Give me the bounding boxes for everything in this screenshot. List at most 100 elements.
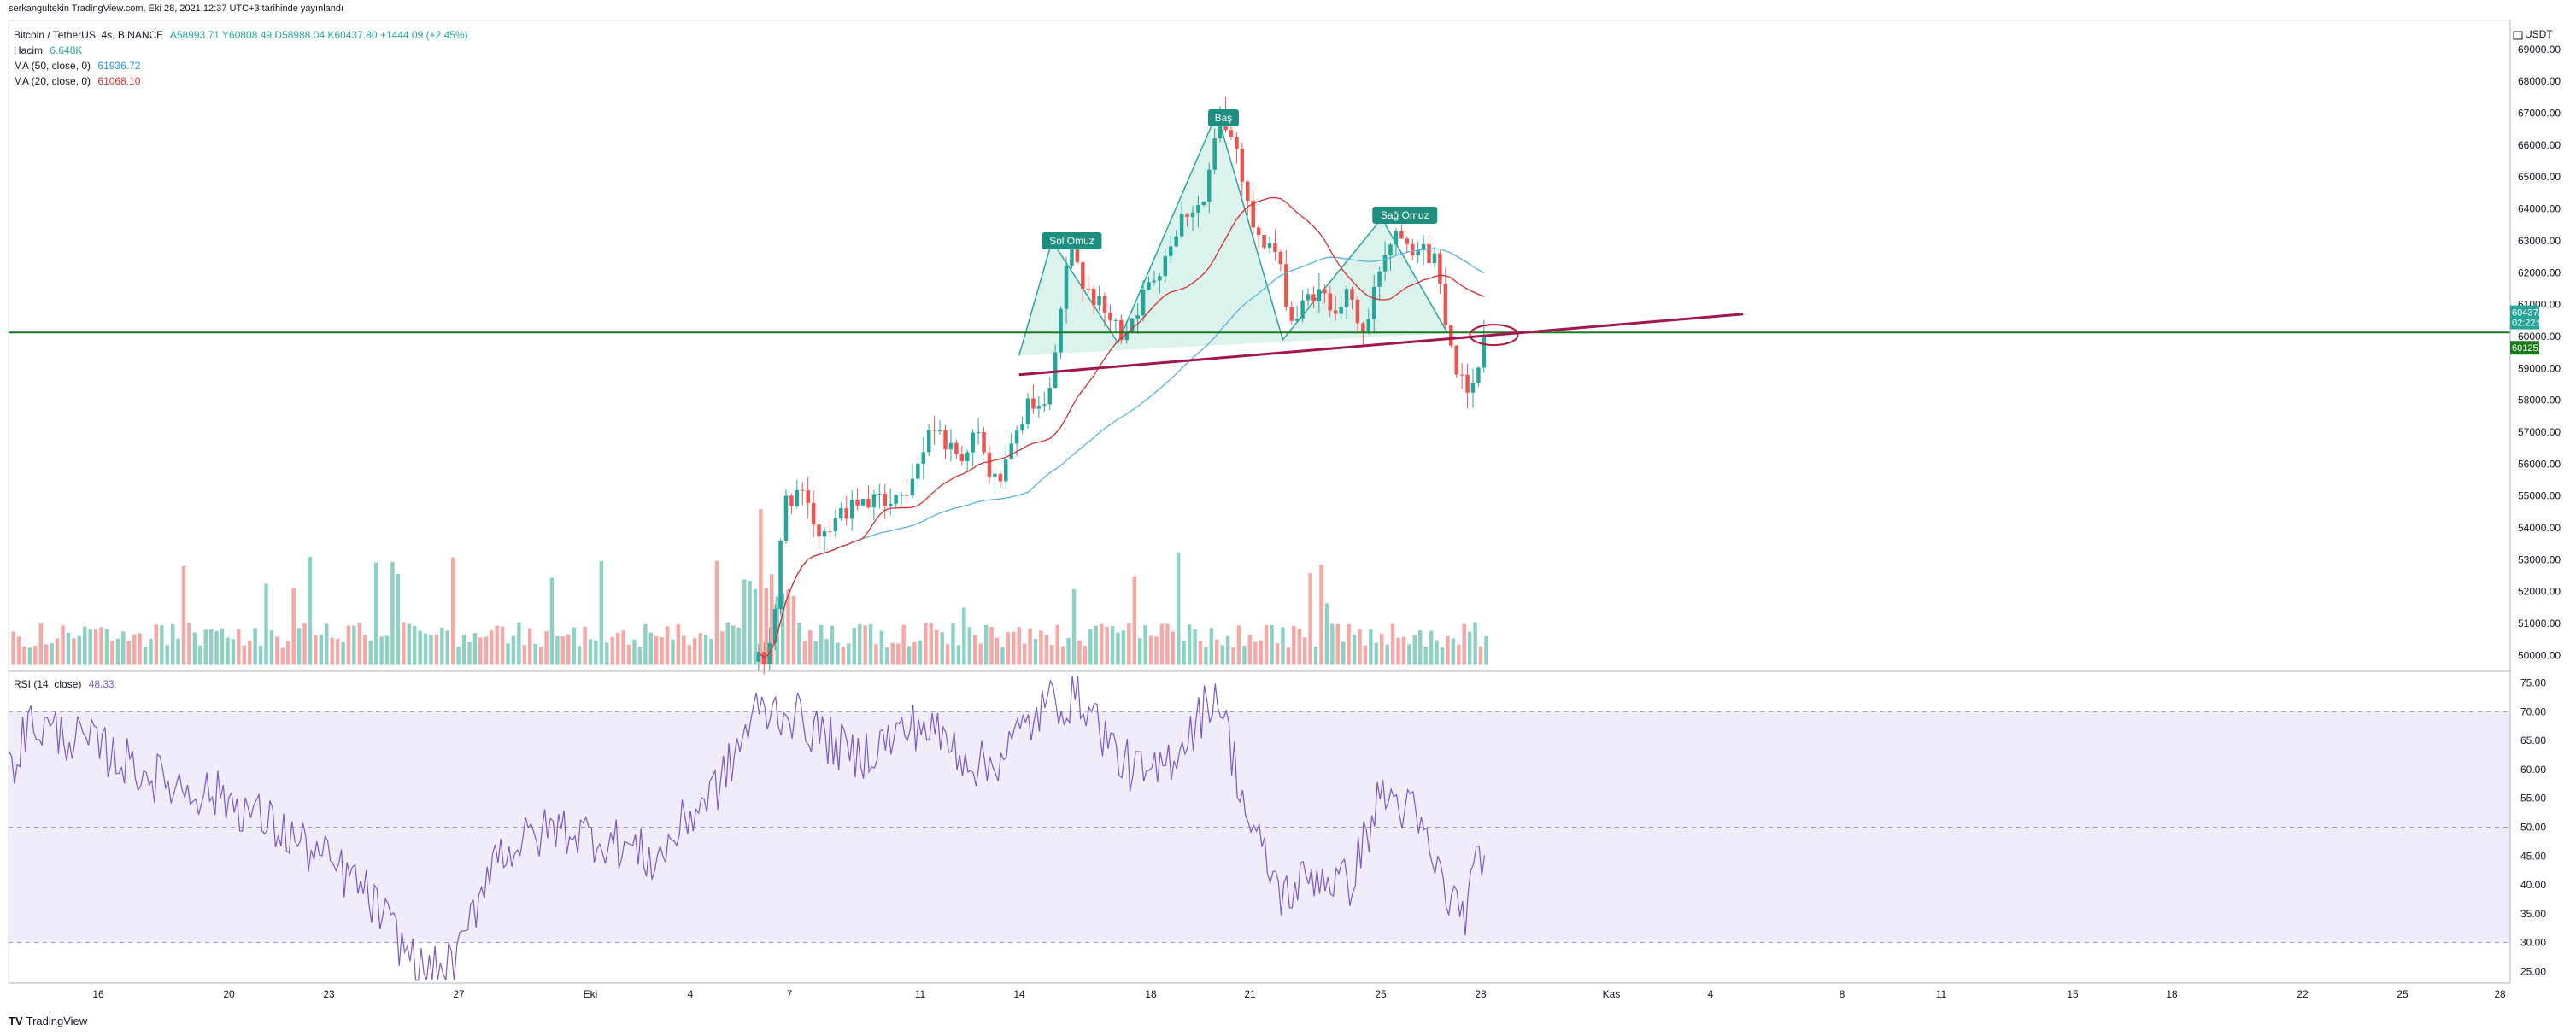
volume-bar	[82, 626, 87, 665]
volume-bar	[302, 623, 307, 665]
rsi-legend[interactable]: RSI (14, close) 48.33	[14, 678, 119, 690]
head-label-box	[1207, 109, 1239, 126]
volume-bar	[296, 628, 302, 665]
volume-bar	[687, 645, 692, 665]
volume-bar	[1154, 636, 1159, 665]
candle-body	[1421, 243, 1426, 251]
candle-body	[1262, 234, 1266, 248]
candle-body	[811, 502, 816, 525]
volume-bar	[1417, 630, 1423, 665]
volume-bar	[1012, 631, 1016, 665]
volume-bar	[368, 640, 373, 665]
volume-bar	[676, 623, 681, 665]
candle-body	[1108, 313, 1112, 321]
volume-bar	[407, 623, 411, 665]
volume-bar	[132, 634, 137, 665]
trend-lines	[9, 313, 2510, 377]
volume-bar	[1071, 588, 1077, 665]
volume-bar	[830, 625, 835, 665]
candle-body	[1163, 255, 1168, 277]
time-tick-label: 8	[1840, 988, 1845, 1000]
candle-body	[1355, 299, 1360, 324]
candle-body	[1102, 296, 1107, 313]
volume-bar	[847, 643, 851, 665]
volume-bar	[99, 627, 103, 665]
volume-bar	[341, 641, 345, 665]
chart-legend: Bitcoin / TetherUS, 4s, BINANCE A58993.7…	[14, 27, 472, 89]
volume-bar	[907, 646, 912, 665]
volume-bar	[995, 637, 1000, 665]
symbol-name[interactable]: Bitcoin / TetherUS, 4s, BINANCE	[14, 29, 164, 41]
volume-bar	[610, 636, 614, 665]
volume-bar	[237, 629, 241, 665]
volume-bar	[605, 642, 609, 665]
volume-bar	[956, 645, 961, 665]
candle-body	[1059, 308, 1063, 353]
volume-bar	[1022, 643, 1027, 665]
pane-frame	[8, 20, 2511, 984]
ohlc-values: A58993.71 Y60808.49 D58988.04 K60437.80 …	[169, 29, 468, 41]
volume-bar	[1000, 647, 1005, 665]
candle-body	[1454, 345, 1458, 375]
volume-bar	[269, 630, 274, 665]
volume-bar	[1083, 646, 1088, 665]
ma20-row[interactable]: MA (20, close, 0) 61068.10	[14, 73, 472, 89]
volume-bar	[1006, 632, 1011, 665]
price-axis[interactable]: 69000.00 68000.00 67000.00 66000.00 65000.00…	[2510, 28, 2561, 977]
candle-body	[1399, 231, 1404, 239]
ma50-value: 61936.72	[97, 60, 141, 72]
volume-bars	[11, 509, 1488, 665]
volume-bar	[352, 625, 356, 665]
volume-bar	[1335, 623, 1341, 665]
candle-body	[1482, 335, 1487, 368]
candle-body	[839, 508, 843, 519]
candle-body	[1306, 294, 1311, 301]
candle-body	[1086, 288, 1090, 290]
tradingview-logo[interactable]: TV TradingView	[9, 1015, 87, 1027]
candle-body	[905, 495, 909, 496]
symbol-row[interactable]: Bitcoin / TetherUS, 4s, BINANCE A58993.7…	[14, 27, 472, 43]
volume-bar	[1401, 636, 1406, 665]
candle-body	[778, 541, 783, 609]
ma50-row[interactable]: MA (50, close, 0) 61936.72	[14, 58, 472, 73]
candle-body	[998, 473, 1003, 482]
candle-body	[921, 452, 926, 464]
right-shoulder-label-box	[1372, 207, 1438, 224]
volume-bar	[1247, 635, 1253, 665]
volume-bar	[852, 627, 856, 665]
volume-bar	[1347, 623, 1351, 665]
time-axis[interactable]: 16 20 23 27 Eki 4 7 11 14 18 21 25 28 Kas 4 8 11 15 18 22 25…	[92, 988, 2506, 1000]
volume-bar	[308, 556, 313, 665]
volume-bar	[770, 574, 774, 665]
candle-body	[1328, 293, 1333, 311]
volume-row[interactable]: Hacim 6.648K	[14, 43, 472, 58]
volume-bar	[27, 647, 32, 665]
volume-bar	[1281, 627, 1285, 665]
price-tick-label: 58000.00	[2518, 395, 2561, 407]
volume-bar	[314, 635, 318, 665]
ma50-line	[758, 248, 1485, 659]
candle-body	[1201, 201, 1206, 206]
volume-bar	[231, 639, 236, 665]
volume-bar	[1457, 644, 1461, 665]
candle-body	[844, 508, 848, 519]
volume-bar	[138, 633, 142, 665]
volume-bar	[583, 626, 587, 665]
last-price-text: 60437.80	[2512, 308, 2551, 319]
publish-info: serkangultekin TradingView.com, Eki 28, …	[9, 3, 344, 14]
volume-bar	[379, 636, 384, 665]
rsi-tick-label: 25.00	[2520, 965, 2546, 977]
volume-bar	[1028, 628, 1032, 665]
tradingview-logo-icon: TV	[9, 1015, 23, 1027]
volume-bar	[104, 629, 109, 665]
volume-bar	[836, 642, 840, 665]
volume-bar	[1446, 635, 1450, 665]
volume-bar	[280, 647, 285, 665]
price-tick-label: 66000.00	[2518, 139, 2561, 151]
candle-body	[948, 442, 954, 450]
volume-bar	[594, 640, 598, 665]
volume-bar	[1225, 635, 1230, 665]
candle-body	[1004, 459, 1008, 482]
volume-bar	[115, 638, 120, 665]
